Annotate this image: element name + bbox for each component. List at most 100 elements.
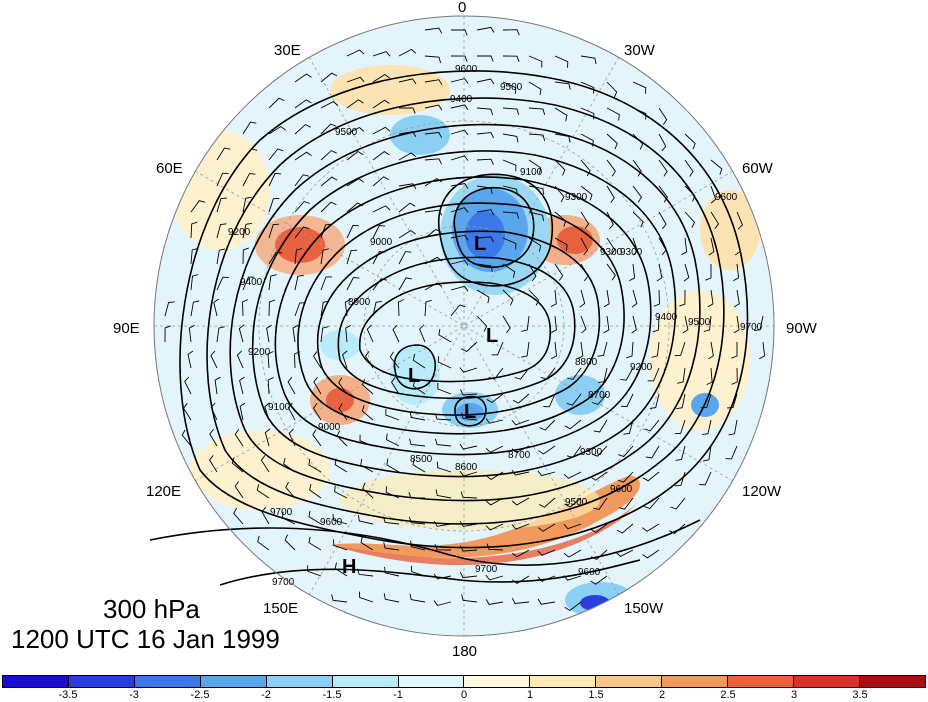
wind-barb: [580, 81, 595, 94]
wind-barb: [239, 402, 246, 421]
wind-barb: [684, 185, 696, 202]
wind-barb: [424, 299, 432, 317]
colorbar-swatch: [266, 676, 333, 687]
contour-label: 8700: [508, 450, 531, 461]
wind-barb: [511, 549, 530, 558]
wind-barb: [658, 133, 667, 152]
colorbar-tick-label: -2.5: [190, 689, 210, 701]
contour-labels: 9600 9500 9400 9500 9300 9200 9100 9000 …: [228, 64, 763, 588]
contour-label: 9300: [580, 447, 603, 458]
wind-barb: [320, 326, 329, 343]
wind-barb: [459, 520, 478, 527]
wind-barb: [287, 402, 296, 421]
wind-barb: [242, 196, 252, 213]
colorbar-tick-label: 3: [790, 689, 798, 701]
wind-barb: [564, 419, 582, 430]
wind-barb: [727, 393, 738, 409]
wind-barb: [476, 55, 494, 62]
wind-barb: [476, 26, 495, 33]
wind-barb: [362, 482, 374, 499]
wind-barb: [511, 445, 530, 454]
wind-barb: [320, 101, 339, 109]
wind-barb: [294, 351, 301, 369]
wind-barb: [450, 155, 469, 161]
wind-barb: [511, 469, 530, 476]
wind-barb: [674, 419, 686, 435]
wind-barb: [459, 470, 478, 477]
wind-barb: [460, 389, 478, 396]
contour-label: 8500: [410, 454, 433, 465]
graticule: [154, 16, 774, 636]
contour-label: 8900: [348, 297, 371, 308]
wind-barb: [261, 506, 270, 525]
wind-barb: [398, 277, 413, 291]
contour-label: 9600: [578, 567, 601, 578]
low-center: L: [474, 233, 486, 255]
wind-barb: [606, 81, 618, 98]
longitude-label-150e: 150E: [263, 600, 299, 617]
wind-barb: [433, 600, 452, 606]
wind-barb: [580, 315, 587, 334]
wind-barb: [651, 341, 660, 358]
wind-barb: [502, 237, 517, 250]
wind-barb: [647, 367, 660, 382]
wind-barb: [459, 572, 478, 579]
wind-barb: [528, 289, 540, 306]
wind-barb: [632, 185, 642, 203]
contour-label: 9400: [655, 312, 678, 323]
wind-barb: [383, 516, 400, 525]
wind-barb: [700, 393, 712, 409]
wind-barb: [593, 419, 608, 433]
longitude-label-120e: 120E: [146, 483, 182, 500]
wind-barb: [486, 393, 504, 404]
colorbar-swatch: [3, 676, 69, 687]
wind-barb: [554, 211, 567, 227]
wind-barb: [320, 201, 337, 213]
wind-barb: [346, 99, 364, 109]
wind-barb: [528, 211, 544, 222]
wind-barb: [408, 516, 426, 525]
wind-barb: [681, 237, 688, 256]
wind-barb: [424, 55, 442, 64]
wind-barb: [294, 73, 312, 83]
wind-barb: [372, 126, 391, 135]
wind-barb: [658, 107, 668, 125]
wind-barb: [485, 497, 504, 506]
wind-barb: [398, 229, 416, 239]
wind-barb: [307, 565, 322, 577]
wind-barb: [502, 263, 516, 278]
wind-barb: [190, 221, 198, 239]
wind-barb: [424, 282, 443, 291]
wind-barb: [346, 126, 365, 135]
wind-barb: [590, 523, 608, 534]
wind-barb: [332, 514, 348, 525]
colorbar-tick-label: -1: [393, 689, 403, 701]
wind-barb: [242, 276, 255, 291]
wind-barb: [674, 341, 686, 357]
wind-barb: [320, 248, 330, 265]
wind-barb: [360, 459, 374, 473]
wind-barb: [346, 49, 365, 57]
wind-barbs: [164, 26, 766, 612]
contour-label: 9600: [455, 64, 478, 75]
contour-label: 9700: [272, 577, 295, 588]
wind-barb: [308, 536, 322, 551]
wind-barb: [164, 325, 171, 343]
wind-barb: [632, 237, 639, 256]
wind-barb: [514, 367, 530, 380]
wind-barb: [670, 497, 686, 510]
wind-barb: [216, 223, 227, 239]
wind-barb: [606, 107, 620, 121]
wind-barb: [733, 289, 740, 308]
wind-barb: [632, 211, 644, 228]
wind-barb: [502, 159, 517, 172]
wind-barb: [476, 289, 490, 304]
wind-barb: [292, 324, 299, 343]
colorbar-swatch: [464, 676, 531, 687]
colorbar-tick-label: -3: [129, 689, 139, 701]
wind-barb: [502, 133, 519, 143]
wind-barb: [606, 159, 616, 177]
contour-label: 9100: [520, 167, 543, 178]
wind-barb: [658, 211, 667, 230]
